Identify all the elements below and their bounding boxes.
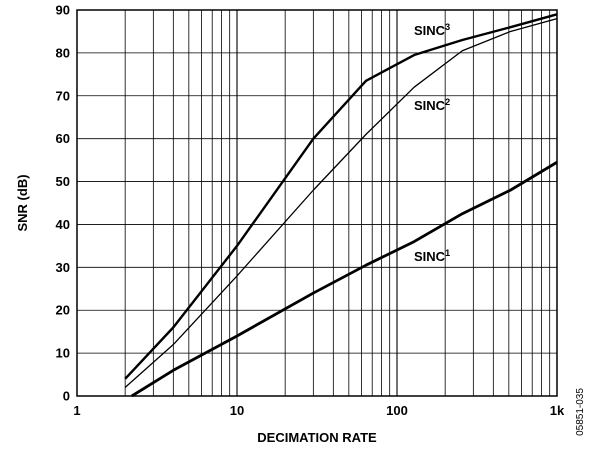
y-tick-label: 20 bbox=[56, 303, 70, 318]
y-tick-label: 40 bbox=[56, 217, 70, 232]
x-tick-label: 100 bbox=[386, 403, 408, 418]
figure-id: 05851-035 bbox=[575, 388, 586, 436]
y-tick-label: 80 bbox=[56, 45, 70, 60]
y-tick-label: 10 bbox=[56, 346, 70, 361]
plot-frame bbox=[76, 9, 558, 397]
x-axis-title: DECIMATION RATE bbox=[257, 430, 377, 445]
series-label-sinc2: SINC2 bbox=[414, 97, 450, 113]
y-tick-label: 90 bbox=[56, 3, 70, 18]
y-tick-label: 50 bbox=[56, 174, 70, 189]
series-label-sinc3: SINC3 bbox=[414, 22, 450, 38]
y-tick-label: 30 bbox=[56, 260, 70, 275]
y-tick-label: 70 bbox=[56, 88, 70, 103]
y-tick-label: 60 bbox=[56, 131, 70, 146]
x-tick-label: 1k bbox=[550, 403, 565, 418]
tick-labels: 1 10 100 1k 0 10 20 30 40 50 60 70 80 90 bbox=[56, 3, 565, 419]
x-tick-label: 10 bbox=[230, 403, 244, 418]
series-layer bbox=[124, 13, 558, 398]
series-line-sinc1 bbox=[131, 161, 558, 398]
y-axis-title: SNR (dB) bbox=[15, 174, 30, 231]
grid bbox=[77, 10, 557, 396]
series-label-sinc1: SINC1 bbox=[414, 248, 450, 264]
series-labels: SINC3 SINC2 SINC1 bbox=[414, 22, 450, 264]
series-line-sinc3 bbox=[124, 13, 558, 380]
x-tick-label: 1 bbox=[73, 403, 80, 418]
y-tick-label: 0 bbox=[63, 389, 70, 404]
series-line-sinc2 bbox=[124, 17, 558, 388]
